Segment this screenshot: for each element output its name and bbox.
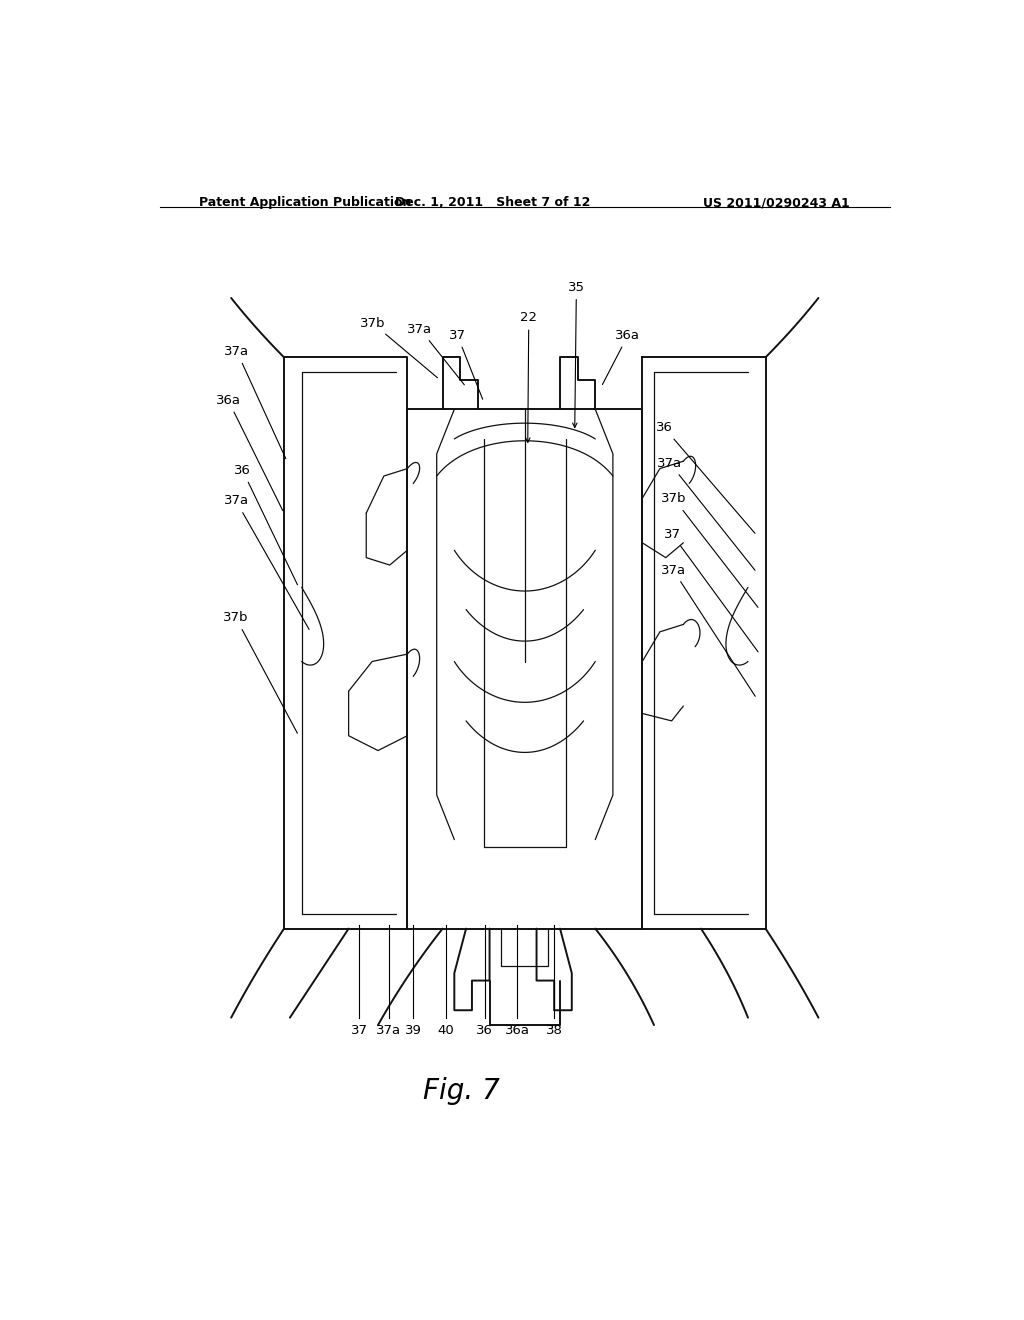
Text: 36a: 36a [216,393,283,511]
Text: 37a: 37a [657,457,755,570]
Text: 36: 36 [655,421,755,533]
Text: 39: 39 [404,1024,422,1038]
Text: 37a: 37a [376,1024,401,1038]
Text: 36a: 36a [505,1024,529,1038]
Text: 36: 36 [234,463,298,585]
Text: Patent Application Publication: Patent Application Publication [200,195,412,209]
Text: 37: 37 [449,329,482,399]
Text: 37: 37 [350,1024,368,1038]
Text: 40: 40 [437,1024,454,1038]
Text: 37b: 37b [662,492,758,607]
Text: 37a: 37a [224,345,286,458]
Text: 22: 22 [520,312,538,442]
Text: 36a: 36a [602,329,640,384]
Text: 35: 35 [568,281,585,428]
Text: 38: 38 [546,1024,562,1038]
Text: 37: 37 [664,528,758,652]
Text: Dec. 1, 2011   Sheet 7 of 12: Dec. 1, 2011 Sheet 7 of 12 [395,195,591,209]
Text: 37a: 37a [408,322,464,385]
Text: 37a: 37a [660,564,756,696]
Text: 36: 36 [476,1024,494,1038]
Text: 37b: 37b [359,317,437,378]
Text: 37b: 37b [223,611,297,734]
Text: US 2011/0290243 A1: US 2011/0290243 A1 [703,195,850,209]
Text: Fig. 7: Fig. 7 [423,1077,500,1105]
Text: 37a: 37a [223,495,309,630]
